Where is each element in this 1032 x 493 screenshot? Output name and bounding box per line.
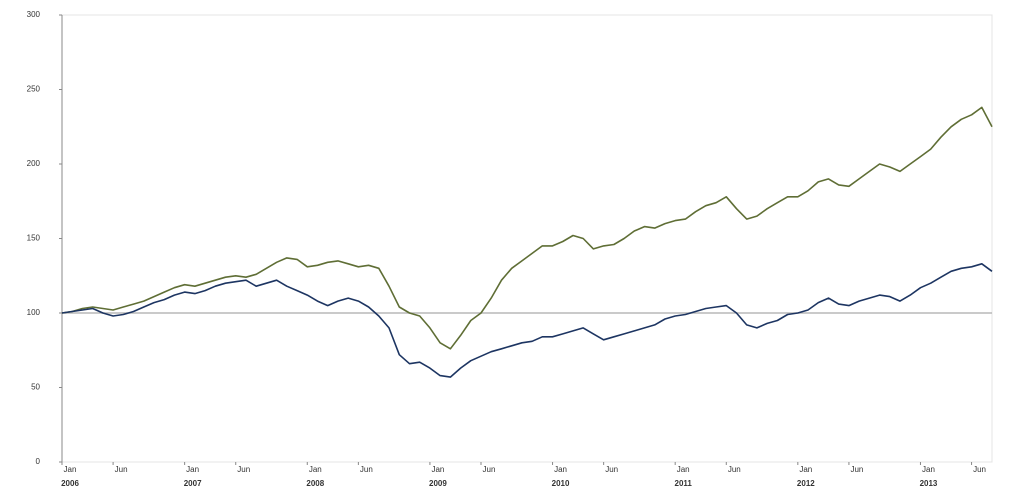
x-tick-label: Jun — [605, 465, 618, 474]
series-line — [61, 263, 993, 378]
x-tick-label: Jan — [431, 465, 444, 474]
x-year-label: 2008 — [306, 479, 324, 488]
y-tick-label: 50 — [31, 383, 40, 392]
series-line — [61, 106, 993, 350]
x-tick-label: Jan — [186, 465, 199, 474]
x-year-label: 2006 — [61, 479, 79, 488]
x-year-label: 2013 — [920, 479, 938, 488]
y-tick-label: 300 — [27, 10, 41, 19]
x-tick-label: Jan — [677, 465, 690, 474]
x-tick-label: Jan — [554, 465, 567, 474]
y-tick-label: 150 — [27, 234, 41, 243]
x-tick-label: Jan — [309, 465, 322, 474]
x-tick-label: Jun — [850, 465, 863, 474]
x-tick-label: Jun — [115, 465, 128, 474]
y-tick-label: 250 — [27, 85, 41, 94]
x-tick-label: Jan — [64, 465, 77, 474]
y-tick-label: 0 — [36, 457, 41, 466]
x-tick-label: Jun — [973, 465, 986, 474]
y-tick-label: 100 — [27, 308, 41, 317]
x-tick-label: Jan — [799, 465, 812, 474]
x-tick-label: Jan — [922, 465, 935, 474]
x-year-label: 2012 — [797, 479, 815, 488]
x-tick-label: Jun — [483, 465, 496, 474]
x-year-label: 2007 — [184, 479, 202, 488]
x-year-label: 2010 — [552, 479, 570, 488]
x-year-label: 2009 — [429, 479, 447, 488]
x-year-label: 2011 — [675, 479, 693, 488]
plot-frame — [61, 14, 993, 463]
x-tick-label: Jun — [237, 465, 250, 474]
y-tick-label: 200 — [27, 159, 41, 168]
x-tick-label: Jun — [728, 465, 741, 474]
x-tick-label: Jun — [360, 465, 373, 474]
